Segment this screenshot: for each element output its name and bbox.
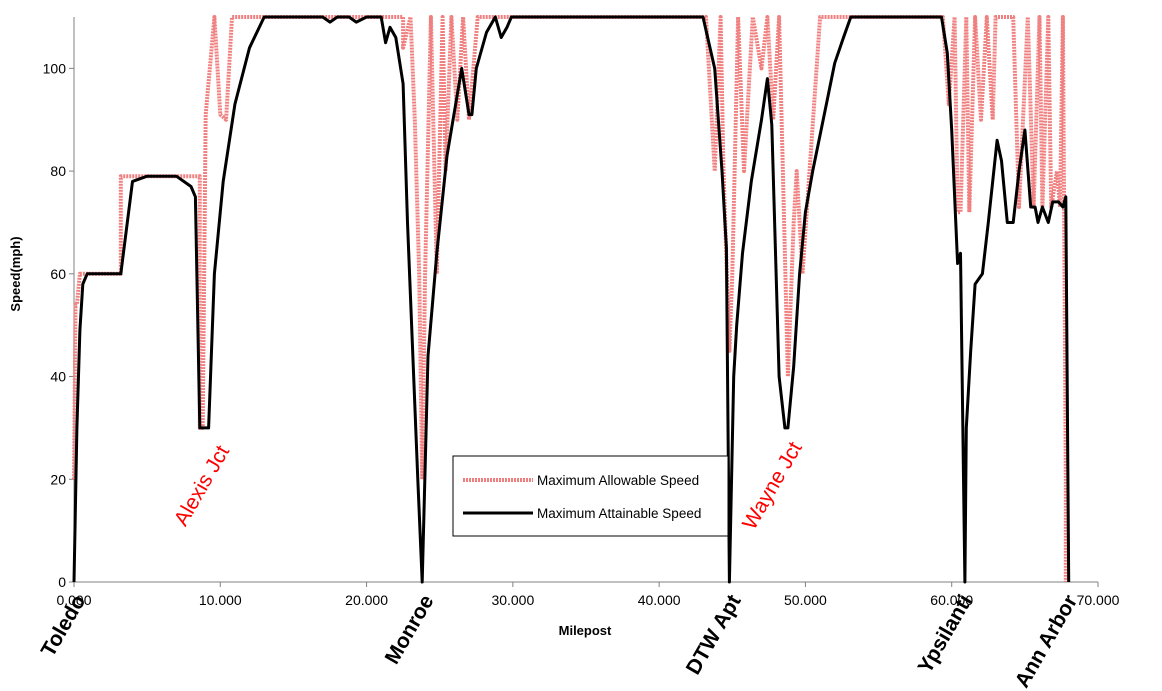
axes: 0 20 40 60 80 100 0.000 10.000 20.000 30.000 40.00…	[43, 17, 1120, 608]
x-tick-label: 0.000	[56, 592, 91, 608]
y-axis-title: Speed(mph)	[8, 236, 23, 311]
plot-series	[72, 15, 1071, 584]
y-tick-label: 80	[50, 163, 66, 179]
y-tick-label: 40	[50, 369, 66, 385]
junction-label: Wayne Jct	[738, 438, 807, 534]
x-tick-label: 20.000	[345, 592, 388, 608]
x-tick-label: 70.000	[1077, 592, 1120, 608]
series-line-attainable	[72, 15, 1071, 584]
x-axis-title: Milepost	[559, 623, 612, 638]
x-tick-label: 60.000	[930, 592, 973, 608]
x-tick-label: 50.000	[784, 592, 827, 608]
legend: Maximum Allowable Speed Maximum Attainab…	[452, 455, 729, 537]
junction-label: Alexis Jct	[170, 441, 234, 529]
station-label: Ann Arbor	[1011, 591, 1082, 691]
station-label: Toledo	[37, 591, 91, 661]
station-label: Monroe	[381, 591, 439, 668]
y-tick-label: 0	[58, 574, 66, 590]
legend-label-allowable: Maximum Allowable Speed	[537, 473, 699, 488]
x-tick-label: 40.000	[638, 592, 681, 608]
x-tick-label: 30.000	[491, 592, 534, 608]
y-tick-label: 20	[50, 471, 66, 487]
x-tick-label: 10.000	[199, 592, 242, 608]
y-tick-label: 100	[43, 60, 67, 76]
legend-box	[452, 455, 729, 537]
legend-label-attainable: Maximum Attainable Speed	[537, 506, 701, 521]
y-tick-label: 60	[50, 266, 66, 282]
station-label: DTW Apt	[682, 591, 746, 679]
